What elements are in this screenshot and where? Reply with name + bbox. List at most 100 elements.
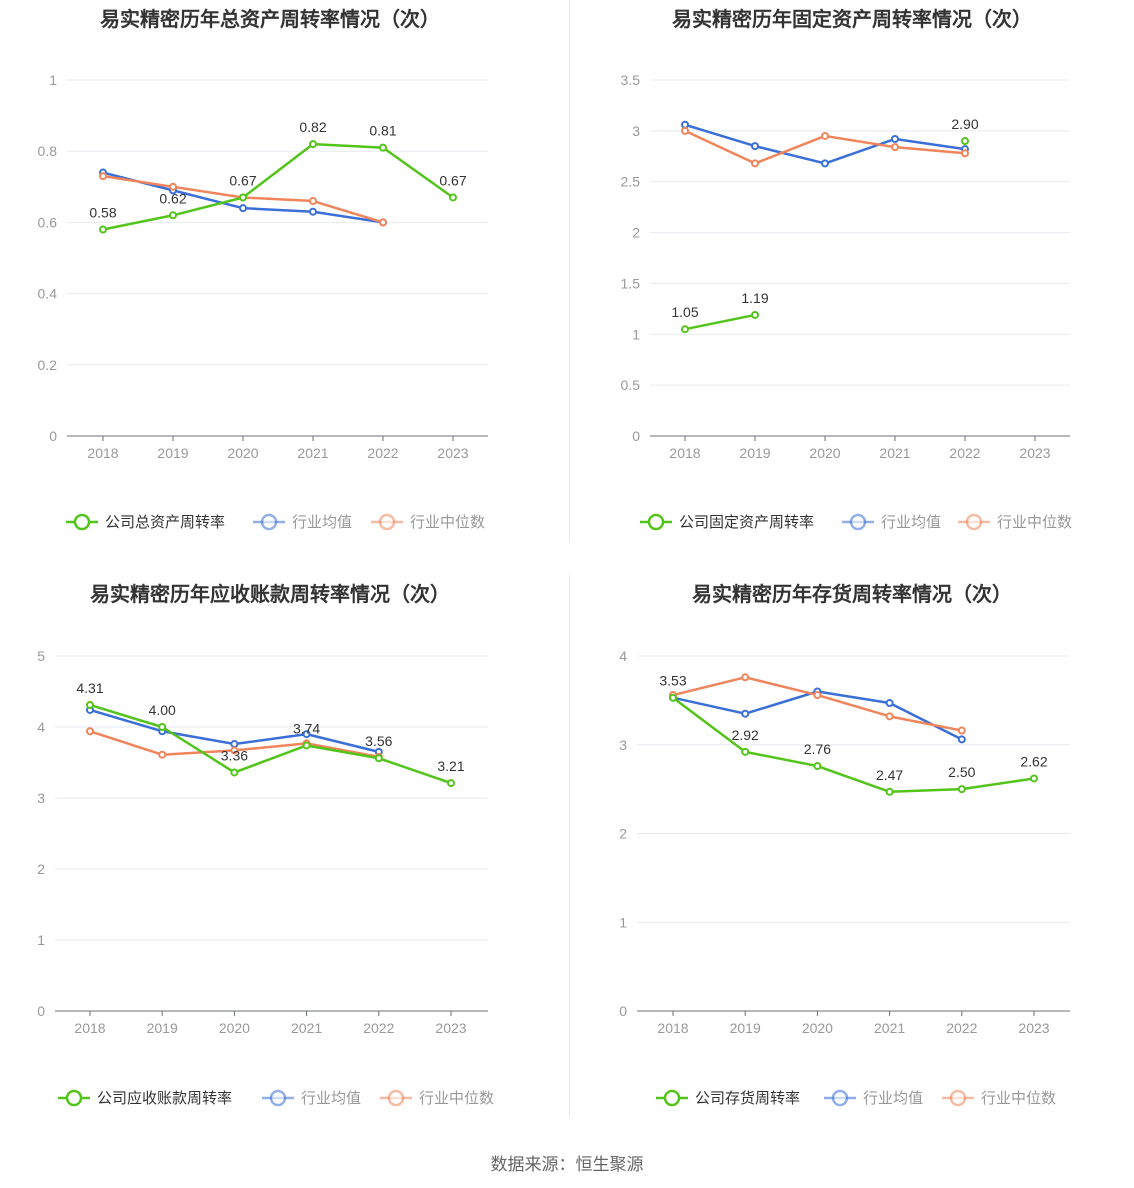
data-source-note: 数据来源：恒生聚源	[490, 1155, 644, 1175]
data-point-company[interactable]	[1030, 774, 1038, 783]
data-point-industry-median[interactable]	[158, 750, 167, 759]
data-point-industry-median[interactable]	[681, 126, 689, 135]
y-tick-label: 3	[37, 790, 45, 806]
legend-item-company[interactable]: 公司应收账款周转率	[58, 1089, 232, 1107]
data-label: 0.81	[369, 123, 396, 139]
data-point-company[interactable]	[681, 325, 689, 334]
data-point-company[interactable]	[379, 143, 387, 152]
data-label: 2.92	[732, 727, 759, 743]
legend-item-industry-median[interactable]: 行业中位数	[942, 1089, 1056, 1107]
y-tick-label: 0	[37, 1003, 45, 1019]
data-point-company[interactable]	[158, 723, 167, 731]
chart-title: 易实精密历年总资产周转率情况（次）	[100, 7, 440, 31]
vertical-divider-bottom	[569, 575, 570, 1117]
data-point-industry-average[interactable]	[681, 120, 689, 129]
legend-marker-icon	[65, 1089, 83, 1107]
data-point-industry-median[interactable]	[99, 172, 107, 181]
x-tick-label: 2023	[437, 445, 468, 461]
data-point-industry-median[interactable]	[169, 182, 177, 191]
data-label: 0.67	[229, 172, 256, 188]
legend-item-company[interactable]: 公司总资产周转率	[66, 513, 225, 531]
legend-label: 行业均值	[292, 513, 352, 531]
data-point-industry-median[interactable]	[885, 712, 894, 721]
data-point-company[interactable]	[99, 225, 107, 234]
data-point-company[interactable]	[669, 693, 677, 702]
data-point-company[interactable]	[309, 140, 317, 149]
legend-marker-icon	[387, 1089, 405, 1107]
data-point-industry-median[interactable]	[813, 691, 822, 700]
x-tick-label: 2023	[1018, 1020, 1049, 1036]
data-point-company[interactable]	[169, 211, 177, 220]
data-point-company[interactable]	[741, 747, 750, 756]
legend-marker-icon	[260, 513, 278, 531]
data-point-industry-average[interactable]	[821, 159, 829, 168]
data-point-industry-average[interactable]	[891, 134, 899, 143]
data-point-company[interactable]	[957, 785, 966, 794]
legend-item-industry-median[interactable]: 行业中位数	[958, 513, 1072, 531]
data-point-industry-average[interactable]	[302, 730, 311, 739]
data-point-industry-average[interactable]	[957, 735, 966, 744]
data-point-industry-average[interactable]	[309, 207, 317, 216]
legend-item-industry-average[interactable]: 行业均值	[253, 513, 352, 531]
data-point-industry-average[interactable]	[230, 740, 239, 749]
data-point-industry-average[interactable]	[239, 204, 247, 213]
data-label: 2.50	[948, 764, 975, 780]
legend-item-industry-median[interactable]: 行业中位数	[380, 1089, 494, 1107]
data-point-company[interactable]	[447, 779, 455, 788]
y-tick-label: 3.5	[621, 72, 641, 88]
data-point-industry-median[interactable]	[379, 218, 387, 227]
data-point-industry-median[interactable]	[821, 131, 829, 140]
data-label: 0.58	[89, 205, 116, 221]
data-point-industry-average[interactable]	[741, 709, 750, 718]
data-point-company[interactable]	[885, 787, 894, 796]
data-point-industry-median[interactable]	[961, 149, 969, 158]
legend-item-industry-median[interactable]: 行业中位数	[371, 513, 485, 531]
legend-item-industry-average[interactable]: 行业均值	[824, 1089, 923, 1107]
data-point-company[interactable]	[86, 700, 94, 709]
data-label: 3.56	[365, 733, 392, 749]
legend-item-industry-average[interactable]: 行业均值	[262, 1089, 361, 1107]
data-point-industry-median[interactable]	[751, 159, 759, 168]
x-tick-label: 2020	[809, 445, 840, 461]
data-label: 2.47	[876, 767, 903, 783]
legend-item-industry-average[interactable]: 行业均值	[842, 513, 941, 531]
legend-label: 公司总资产周转率	[105, 513, 225, 531]
data-point-company[interactable]	[239, 193, 247, 202]
data-label: 2.62	[1020, 753, 1047, 769]
y-tick-label: 5	[37, 648, 45, 664]
data-point-company[interactable]	[302, 741, 311, 750]
x-tick-label: 2018	[669, 445, 700, 461]
x-tick-label: 2021	[297, 445, 328, 461]
data-point-industry-median[interactable]	[891, 143, 899, 152]
chart-receivables-turnover: 易实精密历年应收账款周转率情况（次） 0 1 2 3 4 5 2018 2019 2020 2021…	[37, 582, 494, 1107]
data-point-industry-median[interactable]	[86, 727, 94, 736]
data-point-industry-average[interactable]	[885, 699, 894, 708]
data-point-industry-median[interactable]	[741, 673, 750, 682]
x-tick-label: 2020	[227, 445, 258, 461]
data-point-company[interactable]	[230, 768, 239, 777]
x-tick-label: 2019	[739, 445, 770, 461]
data-point-company[interactable]	[751, 310, 759, 319]
legend-label: 公司固定资产周转率	[679, 513, 814, 531]
data-label: 1.05	[671, 304, 698, 320]
data-point-industry-average[interactable]	[751, 142, 759, 151]
y-tick-label: 2	[37, 861, 45, 877]
x-tick-label: 2018	[87, 445, 118, 461]
legend-marker-icon	[378, 513, 396, 531]
y-tick-label: 3	[632, 123, 640, 139]
y-tick-label: 2.5	[621, 174, 641, 190]
data-point-company[interactable]	[813, 762, 822, 771]
data-point-industry-median[interactable]	[957, 726, 966, 735]
data-point-company[interactable]	[449, 193, 457, 202]
legend-item-company[interactable]: 公司存货周转率	[656, 1089, 800, 1107]
legend-label: 行业均值	[301, 1089, 361, 1107]
data-point-industry-median[interactable]	[230, 746, 239, 755]
data-point-company[interactable]	[961, 137, 969, 146]
x-tick-label: 2022	[363, 1020, 394, 1036]
data-point-company[interactable]	[374, 754, 383, 763]
x-tick-label: 2022	[367, 445, 398, 461]
legend-label: 行业均值	[881, 513, 941, 531]
data-point-industry-median[interactable]	[309, 197, 317, 206]
y-tick-label: 0.8	[38, 143, 58, 159]
legend-item-company[interactable]: 公司固定资产周转率	[640, 513, 814, 531]
